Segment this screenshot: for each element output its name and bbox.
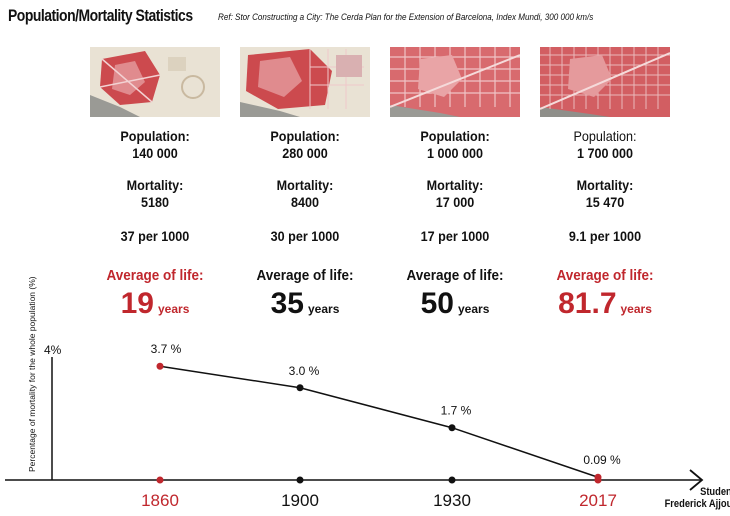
average-life-unit: years xyxy=(158,302,190,316)
student-name: Frederick Ajjoub xyxy=(664,498,730,510)
average-life-label: Average of life: xyxy=(556,267,654,284)
average-life-unit: years xyxy=(458,302,490,316)
mortality-rate: 9.1 per 1000 xyxy=(568,228,642,244)
average-life-value: 81.7 xyxy=(558,287,617,320)
data-point-1860 xyxy=(156,362,164,370)
average-life-label: Average of life: xyxy=(106,267,204,284)
x-tick-1860 xyxy=(156,476,164,484)
y-axis-label: Percentage of mortality for the whole po… xyxy=(27,276,37,472)
population-label: Population: xyxy=(573,128,637,144)
average-life-value: 50 xyxy=(420,287,454,320)
stat-column-2017: Population: 1 700 000 Mortality: 15 470 … xyxy=(530,47,680,321)
population-value: 1 700 000 xyxy=(576,145,634,161)
average-life: 19 years xyxy=(80,287,230,321)
data-label-1930: 1.7 % xyxy=(441,404,472,418)
average-life-unit: years xyxy=(308,302,340,316)
mortality-label: Mortality: xyxy=(426,177,484,193)
x-tick-1930 xyxy=(448,476,456,484)
stat-column-1930: Population: 1 000 000 Mortality: 17 000 … xyxy=(380,47,530,321)
x-tick-1900 xyxy=(296,476,304,484)
mortality-value: 5180 xyxy=(140,194,170,210)
barcelona-map-1930-icon xyxy=(390,47,520,117)
y-axis-max-label: 4% xyxy=(44,343,62,357)
mortality-series-line xyxy=(159,365,599,478)
population-label: Population: xyxy=(120,128,190,144)
data-label-2017: 0.09 % xyxy=(583,453,621,467)
stat-column-1900: Population: 280 000 Mortality: 8400 30 p… xyxy=(230,47,380,321)
mortality-label: Mortality: xyxy=(576,177,634,193)
student-credit: Student: Frederick Ajjoub xyxy=(662,486,730,510)
mortality-value: 15 470 xyxy=(585,194,625,210)
x-tick-label-1900: 1900 xyxy=(281,491,319,510)
population-value: 1 000 000 xyxy=(426,145,484,161)
x-tick-label-1930: 1930 xyxy=(433,491,471,510)
population-value: 280 000 xyxy=(282,145,328,161)
barcelona-map-1900-icon xyxy=(240,47,370,117)
mortality-rate: 37 per 1000 xyxy=(120,228,190,244)
x-axis-arrow-icon xyxy=(689,469,704,491)
mortality-rate: 30 per 1000 xyxy=(270,228,340,244)
population-label: Population: xyxy=(420,128,490,144)
average-life-value: 19 xyxy=(120,287,154,320)
average-life: 35 years xyxy=(230,287,380,321)
x-tick-label-2017: 2017 xyxy=(579,491,617,510)
data-point-1900 xyxy=(296,384,304,392)
mortality-label: Mortality: xyxy=(276,177,334,193)
average-life: 81.7 years xyxy=(530,287,680,321)
average-life-value: 35 xyxy=(270,287,304,320)
average-life-unit: years xyxy=(620,302,652,316)
average-life: 50 years xyxy=(380,287,530,321)
mortality-value: 8400 xyxy=(290,194,320,210)
population-value: 140 000 xyxy=(132,145,178,161)
x-tick-2017 xyxy=(594,476,602,484)
x-tick-label-1860: 1860 xyxy=(141,491,179,510)
mortality-label: Mortality: xyxy=(126,177,184,193)
data-label-1860: 3.7 % xyxy=(151,342,182,356)
data-point-1930 xyxy=(448,424,456,432)
average-life-label: Average of life: xyxy=(406,267,504,284)
average-life-label: Average of life: xyxy=(256,267,354,284)
reference-note: Ref: Stor Constructing a City: The Cerda… xyxy=(218,12,594,23)
mortality-rate: 17 per 1000 xyxy=(420,228,490,244)
data-label-1900: 3.0 % xyxy=(289,364,320,378)
stat-column-1860: Population: 140 000 Mortality: 5180 37 p… xyxy=(80,47,230,321)
student-label: Student: xyxy=(700,486,730,498)
page-title: Population/Mortality Statistics xyxy=(8,6,193,25)
barcelona-map-2017-icon xyxy=(540,47,670,117)
mortality-value: 17 000 xyxy=(435,194,475,210)
population-label: Population: xyxy=(270,128,340,144)
barcelona-map-1860-icon xyxy=(90,47,220,117)
